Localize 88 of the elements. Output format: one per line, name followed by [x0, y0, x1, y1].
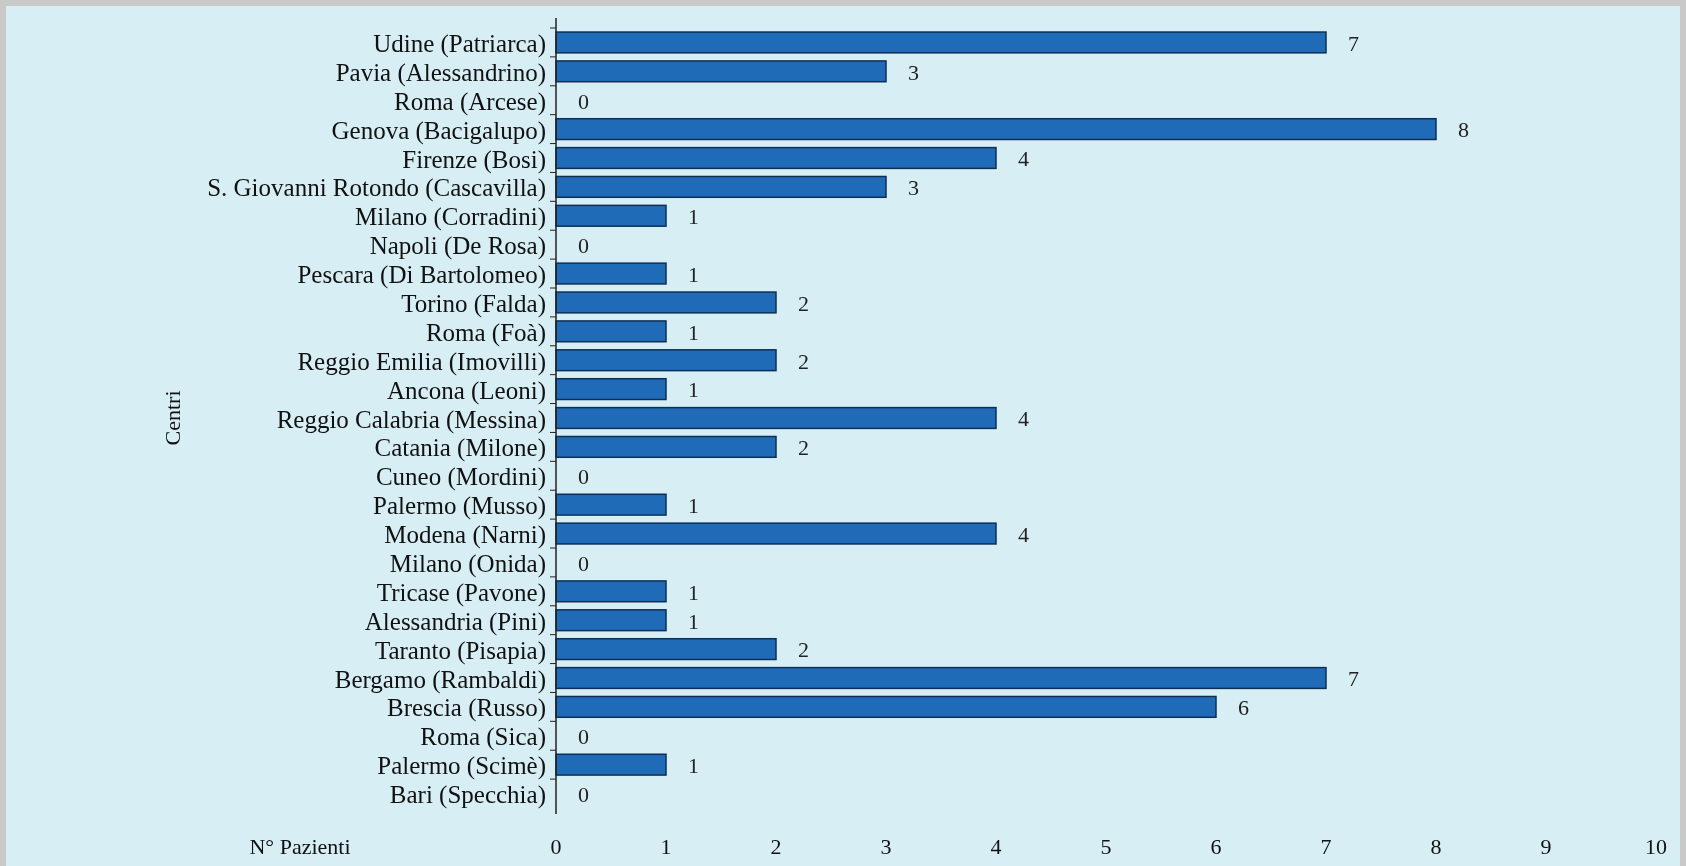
bar [555, 291, 777, 314]
bar [555, 31, 1327, 54]
x-axis-title: N° Pazienti [249, 834, 351, 859]
y-tick-label: Palermo (Musso) [373, 492, 546, 521]
data-label: 1 [688, 579, 699, 605]
y-tick-label: Alessandria (Pini) [364, 607, 546, 636]
data-label: 2 [798, 348, 809, 374]
y-tick-label: Ancona (Leoni) [387, 376, 546, 405]
y-tick-label: Torino (Falda) [401, 289, 546, 318]
y-tick-label: Roma (Sica) [420, 723, 546, 752]
bar [555, 60, 887, 83]
data-label: 0 [578, 464, 589, 490]
bar [555, 666, 1327, 690]
y-tick-label: Genova (Bacigalupo) [331, 116, 546, 145]
y-axis-title: Centri [160, 390, 185, 446]
bar [555, 320, 667, 343]
data-label: 2 [798, 637, 809, 663]
data-label: 1 [688, 753, 699, 779]
data-label: 4 [1018, 521, 1029, 547]
bar [555, 204, 667, 227]
data-label: 6 [1238, 695, 1249, 721]
y-tick-label: Modena (Narni) [384, 521, 546, 550]
bar [555, 262, 667, 285]
bar [555, 580, 667, 603]
bar [555, 117, 1437, 141]
data-label: 8 [1458, 117, 1469, 143]
y-tick-label: Palermo (Scimè) [377, 752, 546, 781]
y-tick-label: Tricase (Pavone) [376, 578, 546, 607]
data-label: 1 [688, 377, 699, 403]
x-tick-label: 1 [660, 834, 672, 859]
bar [555, 637, 777, 661]
data-label: 0 [578, 550, 589, 576]
y-tick-label: Milano (Corradini) [355, 203, 546, 232]
y-tick-label: Brescia (Russo) [387, 694, 546, 723]
data-label: 3 [908, 59, 919, 85]
bar [555, 609, 667, 632]
y-tick-label: Napoli (De Rosa) [369, 232, 546, 261]
data-label: 7 [1348, 666, 1359, 692]
bar [555, 695, 1217, 719]
bar [555, 522, 997, 545]
data-label: 4 [1018, 146, 1029, 172]
data-label: 2 [798, 290, 809, 316]
bar [555, 406, 997, 430]
y-tick-label: Reggio Calabria (Messina) [276, 405, 546, 434]
y-tick-label: Milano (Onida) [389, 549, 546, 578]
y-tick-label: Bergamo (Rambaldi) [334, 665, 546, 694]
data-label: 1 [688, 319, 699, 345]
data-label: 0 [578, 781, 589, 807]
y-tick-label: Firenze (Bosi) [402, 145, 546, 174]
x-tick-label: 9 [1540, 834, 1552, 859]
data-label: 1 [688, 204, 699, 230]
x-tick-label: 2 [770, 834, 782, 859]
y-tick-label: Udine (Patriarca) [373, 29, 546, 58]
data-label: 1 [688, 493, 699, 519]
y-tick-label: Roma (Arcese) [393, 87, 546, 116]
bar [555, 377, 667, 401]
y-tick-label: Taranto (Pisapia) [374, 636, 546, 665]
bar [555, 753, 667, 776]
data-label: 1 [688, 608, 699, 634]
x-tick-label: 8 [1430, 834, 1442, 859]
y-tick-label: Roma (Foà) [425, 318, 546, 347]
x-tick-label: 6 [1210, 834, 1222, 859]
x-tick-label: 0 [550, 834, 562, 859]
x-tick-label: 7 [1320, 834, 1332, 859]
bar [555, 435, 777, 459]
bar [555, 175, 887, 199]
x-tick-label: 4 [990, 834, 1002, 859]
y-tick-label: Bari (Specchia) [389, 781, 546, 810]
x-tick-label: 10 [1645, 834, 1667, 859]
y-tick-label: Pescara (Di Bartolomeo) [297, 261, 546, 290]
data-label: 2 [798, 435, 809, 461]
data-label: 7 [1348, 30, 1359, 56]
data-label: 3 [908, 175, 919, 201]
y-tick-label: Reggio Emilia (Imovilli) [297, 347, 546, 376]
x-tick-label: 5 [1100, 834, 1112, 859]
data-label: 1 [688, 261, 699, 287]
bar [555, 349, 777, 372]
bar [555, 146, 997, 170]
data-label: 0 [578, 233, 589, 259]
y-tick-label: S. Giovanni Rotondo (Cascavilla) [207, 174, 546, 203]
data-label: 4 [1018, 406, 1029, 432]
y-tick-label: Pavia (Alessandrino) [335, 58, 546, 87]
data-label: 0 [578, 88, 589, 114]
x-tick-label: 3 [880, 834, 892, 859]
bar [555, 493, 667, 516]
data-label: 0 [578, 724, 589, 750]
y-tick-label: Catania (Milone) [374, 434, 546, 463]
y-tick-label: Cuneo (Mordini) [375, 463, 546, 492]
